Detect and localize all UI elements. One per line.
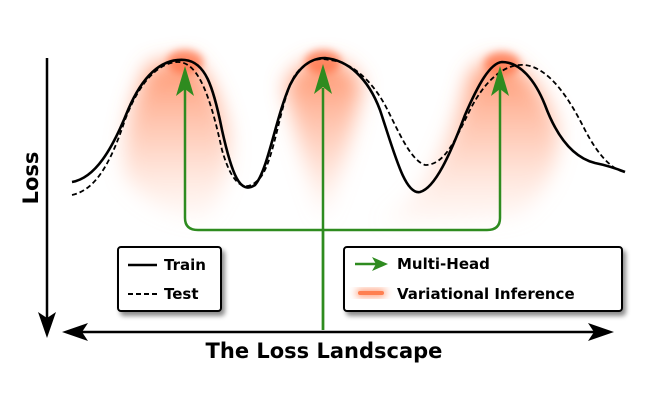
multihead-arrowheads: [176, 64, 509, 96]
variational-glow-1: [124, 50, 230, 220]
arrowhead-center: [314, 64, 332, 94]
y-axis-label: Loss: [19, 152, 43, 205]
legend-multihead-label: Multi-Head: [397, 255, 490, 273]
multihead-arrow-left: [183, 88, 325, 330]
legend-lines-box: [117, 246, 222, 312]
multihead-arrows: [183, 88, 502, 330]
legend-train-label: Train: [164, 256, 206, 274]
legend-lines: Train Test: [117, 246, 222, 312]
legend-multihead-swatch: [355, 257, 388, 271]
legend-variational-swatch: [356, 290, 386, 296]
arrowhead-left: [176, 66, 194, 96]
y-axis-arrow: [38, 58, 56, 338]
legend-variational-label: Variational Inference: [397, 285, 575, 303]
multihead-arrow-right: [323, 88, 502, 232]
train-curve: [71, 56, 626, 194]
legend-methods-box: [343, 246, 623, 312]
legend-methods: Multi-Head Variational Inference: [343, 246, 623, 312]
variational-glow-3: [380, 52, 559, 224]
arrowhead-right: [491, 66, 509, 96]
x-axis-arrow: [62, 323, 614, 341]
x-axis-label: The Loss Landscape: [206, 339, 443, 363]
legend-test-label: Test: [164, 285, 199, 303]
